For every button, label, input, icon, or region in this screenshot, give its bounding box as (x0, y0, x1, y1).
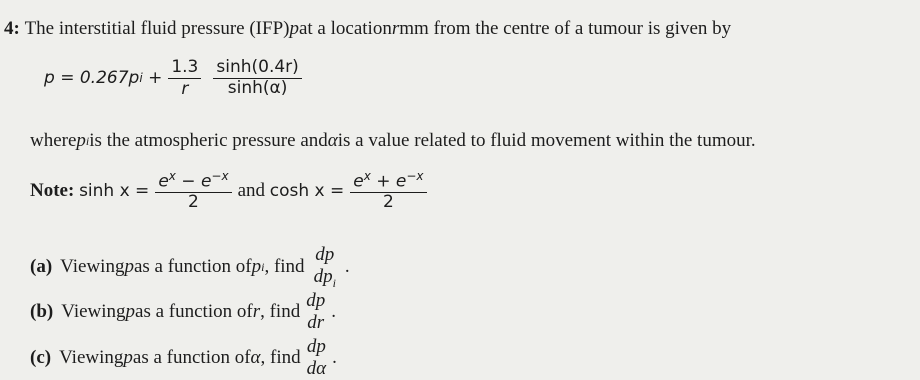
math: r (252, 301, 261, 322)
fraction: 1.3 r (168, 57, 202, 99)
math: − e (175, 171, 212, 192)
text: as a function of (133, 256, 252, 278)
math: i (139, 71, 143, 86)
intro-line: 4: The interstitial fluid pressure (IFP)… (4, 18, 731, 40)
denominator: dα (306, 358, 327, 379)
math: p (128, 68, 140, 89)
math: x (363, 169, 371, 183)
numerator: ex + e−x (350, 169, 427, 194)
text: Viewing (61, 301, 126, 322)
text: , find (260, 347, 301, 368)
math: i (261, 259, 265, 274)
note-label: Note: (30, 180, 75, 202)
denominator: 2 (382, 192, 394, 213)
math: x (168, 169, 176, 183)
math: = (60, 68, 75, 89)
part-label: (a) (30, 256, 53, 278)
math: e (353, 171, 364, 192)
math: r (391, 18, 400, 39)
text: is the atmospheric pressure and (89, 130, 328, 151)
math: e (158, 171, 169, 192)
math: p (251, 256, 262, 278)
math: p (76, 130, 86, 151)
denominator: sinh(α) (227, 77, 288, 98)
formula: p = 0.267 p i + 1.3 r sinh(0.4r) sinh(α) (44, 57, 308, 99)
fraction: dp dpi (311, 244, 339, 291)
math: p (44, 68, 55, 89)
math: + (148, 68, 163, 89)
text: . (331, 301, 336, 322)
text: Viewing (60, 256, 125, 278)
numerator: dp (306, 336, 326, 357)
text: and (237, 180, 265, 202)
part-b: (b) Viewing p as a function of r, find d… (30, 290, 336, 334)
denominator: dpi (311, 266, 339, 291)
numerator: 1.3 (168, 57, 202, 79)
fraction: sinh(0.4r) sinh(α) (213, 58, 302, 98)
part-c: (c) Viewing p as a function of α, find d… (30, 336, 337, 380)
math: α (250, 347, 261, 368)
math: dp (313, 266, 333, 287)
text: , find (264, 256, 305, 278)
text: mm from the centre of a tumour is given … (399, 18, 732, 39)
part-label: (b) (30, 301, 54, 322)
numerator: dp (306, 290, 326, 311)
math: 0.267 (79, 68, 129, 89)
numerator: dp (315, 244, 335, 265)
math: sinh x = (79, 181, 150, 202)
text: as a function of (132, 347, 251, 368)
part-label: (c) (30, 347, 52, 368)
math: α (327, 130, 338, 151)
fraction: dp dr (306, 290, 325, 334)
numerator: sinh(0.4r) (213, 58, 302, 79)
fraction: ex − e−x 2 (155, 169, 232, 213)
math: p (123, 347, 133, 368)
fraction: dp dα (307, 336, 326, 380)
denominator: dr (307, 312, 325, 333)
note-line: Note: sinh x = ex − e−x 2 and cosh x = ex… (30, 169, 433, 213)
text: is a value related to fluid movement wit… (337, 130, 756, 151)
math: p (289, 18, 299, 39)
math: p (124, 256, 134, 278)
denominator: 2 (188, 192, 199, 213)
math: p (125, 301, 136, 322)
math: −x (211, 169, 229, 183)
math: −x (406, 169, 424, 183)
text: Viewing (59, 347, 124, 368)
math: cosh x = (269, 181, 345, 202)
text: at a location (298, 18, 392, 39)
fraction: ex + e−x 2 (350, 169, 427, 213)
text: . (332, 347, 337, 368)
text: The interstitial fluid pressure (IFP) (24, 18, 290, 39)
math: i (332, 275, 336, 290)
text: , find (260, 301, 301, 322)
denominator: r (181, 78, 189, 99)
text: as a function of (135, 301, 253, 322)
text: . (344, 256, 350, 278)
numerator: ex − e−x (155, 169, 232, 194)
math: i (85, 133, 90, 148)
math: + e (370, 171, 407, 192)
question-number: 4: (4, 18, 20, 39)
text: where (30, 130, 77, 151)
